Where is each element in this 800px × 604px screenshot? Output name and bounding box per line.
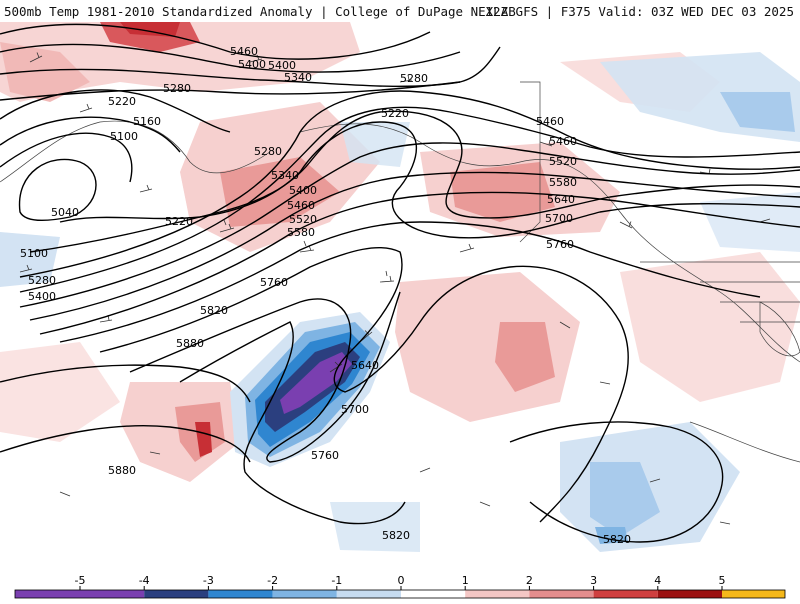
colorbar-tick-label: -1 — [331, 574, 343, 587]
contour-label: 5280 — [400, 72, 428, 85]
colorbar-tick-label: -2 — [267, 574, 279, 587]
contour-label: 5520 — [289, 213, 317, 226]
contour-label: 5340 — [284, 71, 312, 84]
contour-label: 5100 — [110, 130, 138, 143]
colorbar-segment — [272, 590, 337, 598]
colorbar-segment — [657, 590, 722, 598]
coastlines — [0, 81, 800, 463]
contour-label: 5400 — [28, 290, 56, 303]
contour-label: 5280 — [28, 274, 56, 287]
anomaly-colorbar: -5 -4 -3 -2 -1 0 1 2 3 4 5 — [0, 572, 800, 600]
contour-labels: 5460 5400 5340 5280 5220 5160 5100 5040 … — [20, 45, 631, 546]
contour-label: 5460 — [549, 135, 577, 148]
colorbar-segment — [336, 590, 401, 598]
colorbar-segment — [208, 590, 273, 598]
contour-label: 5880 — [108, 464, 136, 477]
contour-label: 5820 — [382, 529, 410, 542]
colorbar-tick-label: 3 — [590, 574, 598, 587]
anomaly-map: 5460 5400 5340 5280 5220 5160 5100 5040 … — [0, 22, 800, 572]
contour-label: 5760 — [260, 276, 288, 289]
colorbar-segment — [465, 590, 530, 598]
contour-label: 5460 — [230, 45, 258, 58]
contour-label: 5700 — [545, 212, 573, 225]
contour-label: 5520 — [549, 155, 577, 168]
colorbar-tick-label: -5 — [74, 574, 86, 587]
contour-label: 5760 — [311, 449, 339, 462]
contour-label: 5220 — [108, 95, 136, 108]
contour-label: 5700 — [341, 403, 369, 416]
contour-label: 5460 — [536, 115, 564, 128]
contour-label: 5820 — [200, 304, 228, 317]
colorbar-segment — [401, 590, 466, 598]
colorbar-segment — [529, 590, 594, 598]
colorbar-segment — [15, 590, 80, 598]
contour-label: 5820 — [603, 533, 631, 546]
colorbar-tick-label: 1 — [461, 574, 469, 587]
contour-label: 5640 — [351, 359, 379, 372]
colorbar-tick-label: 4 — [654, 574, 662, 587]
colorbar-tick-marks — [79, 586, 723, 590]
contour-label: 5280 — [254, 145, 282, 158]
contour-label: 5580 — [549, 176, 577, 189]
colorbar-segment — [722, 590, 785, 598]
contour-label: 5760 — [546, 238, 574, 251]
colorbar-outline — [14, 589, 786, 599]
colorbar-segment — [144, 590, 209, 598]
contour-label: 5280 — [163, 82, 191, 95]
height-contours — [0, 23, 800, 543]
colorbar-tick-label: -4 — [138, 574, 150, 587]
map-header: 500mb Temp 1981-2010 Standardized Anomal… — [0, 0, 800, 22]
contour-label: 5040 — [51, 206, 79, 219]
contour-label: 5220 — [381, 107, 409, 120]
contour-label: 5880 — [176, 337, 204, 350]
colorbar-tick-label: 2 — [525, 574, 533, 587]
colorbar-tick-label: -3 — [202, 574, 214, 587]
contour-label: 5160 — [133, 115, 161, 128]
contour-label: 5340 — [271, 169, 299, 182]
contour-label: 5640 — [547, 193, 575, 206]
contour-label: 5580 — [287, 226, 315, 239]
map-title: 500mb Temp 1981-2010 Standardized Anomal… — [4, 4, 516, 19]
colorbar-segments — [14, 589, 786, 599]
colorbar-tick-label: 5 — [718, 574, 726, 587]
colorbar-tick-label: 0 — [397, 574, 405, 587]
contour-label: 5400 — [238, 58, 266, 71]
model-run-info: 12Z GFS | F375 Valid: 03Z WED DEC 03 202… — [485, 4, 794, 19]
contour-label: 5400 — [268, 59, 296, 72]
contour-label: 5400 — [289, 184, 317, 197]
contour-label: 5100 — [20, 247, 48, 260]
colorbar-segment — [80, 590, 145, 598]
colorbar-segment — [593, 590, 658, 598]
anomaly-shading — [0, 22, 800, 552]
contour-label: 5460 — [287, 199, 315, 212]
contour-label: 5220 — [165, 215, 193, 228]
